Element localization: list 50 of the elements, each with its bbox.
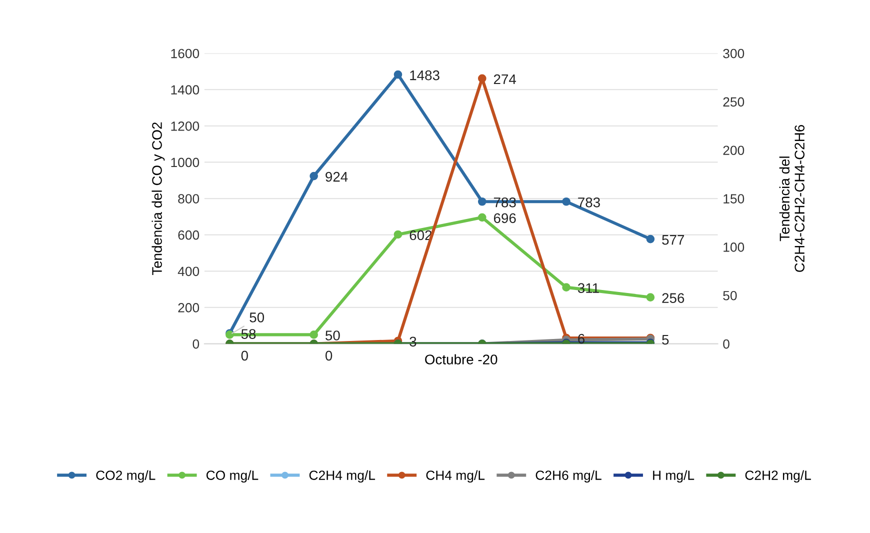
- y-axis-title: Tendencia del CO y CO2: [152, 122, 165, 276]
- data-label: 50: [326, 330, 340, 340]
- legend-label: CO2 mg/L: [96, 470, 156, 483]
- y2-axis-title: Tendencia del C2H4-C2H2-CH4-C2H6: [779, 125, 805, 272]
- y-tick-label: 1400: [171, 85, 200, 95]
- data-label: 311: [578, 283, 599, 294]
- data-label: 696: [494, 213, 516, 224]
- data-label: 0: [241, 350, 248, 361]
- legend-label: CH4 mg/L: [426, 470, 485, 483]
- y-tick-label: 600: [178, 230, 200, 240]
- legend-label: C2H2 mg/L: [745, 470, 811, 483]
- data-label: 1483: [410, 70, 440, 80]
- point: [310, 172, 318, 180]
- point: [478, 74, 486, 83]
- point: [646, 293, 655, 302]
- legend-label: H mg/L: [653, 470, 694, 483]
- data-label: 0: [325, 350, 332, 361]
- y-tick-label: 800: [178, 194, 200, 204]
- legend-label: CO mg/L: [206, 470, 258, 483]
- point: [562, 197, 570, 206]
- legend-label: C2H4 mg/L: [309, 470, 376, 483]
- y2-tick-label: 50: [723, 290, 737, 300]
- data-label: 577: [662, 235, 684, 245]
- data-label: 924: [326, 172, 348, 182]
- data-label: 256: [662, 293, 684, 303]
- x-axis-title: Octubre -20: [425, 354, 498, 364]
- point: [394, 230, 402, 239]
- legend-label: C2H6 mg/L: [536, 470, 602, 483]
- point: [478, 213, 486, 222]
- y2-tick-label: 250: [723, 97, 744, 107]
- y-tick-label: 1600: [171, 48, 200, 58]
- y2-tick-label: 300: [723, 48, 744, 58]
- point: [394, 70, 402, 79]
- y-tick-label: 200: [178, 303, 200, 312]
- point: [478, 197, 486, 206]
- point: [310, 330, 318, 339]
- y-tick-label: 0: [192, 339, 200, 349]
- y2-tick-label: 200: [723, 146, 744, 156]
- point: [646, 234, 655, 244]
- data-label: 50: [250, 312, 264, 322]
- y-tick-label: 1200: [171, 121, 200, 131]
- y2-tick-label: 0: [723, 339, 730, 349]
- point: [562, 283, 570, 292]
- data-label: 274: [494, 74, 516, 84]
- data-label: 5: [662, 334, 669, 345]
- y2-tick-label: 150: [724, 194, 744, 204]
- data-label: 783: [578, 197, 600, 208]
- y-tick-label: 1000: [171, 158, 200, 168]
- y-tick-label: 400: [178, 266, 200, 276]
- y2-tick-label: 100: [724, 242, 744, 252]
